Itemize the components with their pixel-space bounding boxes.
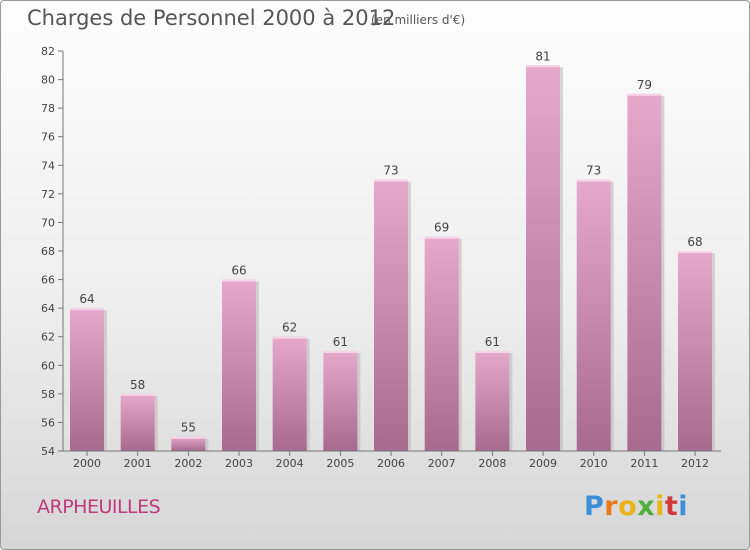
proxiti-logo[interactable]: Proxiti xyxy=(584,491,688,522)
y-tick-label: 82 xyxy=(41,45,55,58)
bar-value-label: 58 xyxy=(130,378,145,392)
bar-rect xyxy=(272,336,307,451)
chart-title: Charges de Personnel 2000 à 2012 xyxy=(27,6,396,30)
bar-2004[interactable]: 62 xyxy=(272,321,310,451)
bar-2001[interactable]: 58 xyxy=(120,378,158,451)
bar-top-highlight xyxy=(171,436,206,439)
bar-top-highlight xyxy=(70,308,104,311)
bar-value-label: 64 xyxy=(79,292,94,306)
x-tick-label: 2006 xyxy=(377,457,405,470)
y-tick-label: 78 xyxy=(41,102,55,115)
logo-letter: r xyxy=(604,491,619,522)
y-tick-label: 66 xyxy=(41,274,55,287)
logo-letter: t xyxy=(664,491,679,522)
bar-value-label: 55 xyxy=(181,421,196,435)
bar-top-highlight xyxy=(222,279,257,282)
x-tick-label: 2002 xyxy=(174,457,202,470)
y-tick-label: 54 xyxy=(41,445,55,458)
bar-rect xyxy=(323,351,358,451)
y-tick-label: 60 xyxy=(41,359,55,372)
bar-rect xyxy=(424,236,459,451)
bar-2003[interactable]: 66 xyxy=(222,264,260,451)
x-tick-label: 2001 xyxy=(124,457,152,470)
bar-2005[interactable]: 61 xyxy=(323,335,361,451)
y-tick-label: 80 xyxy=(41,74,55,87)
x-tick-label: 2012 xyxy=(681,457,709,470)
bar-value-label: 73 xyxy=(586,164,601,178)
bar-value-label: 62 xyxy=(282,321,297,335)
bars: 64 58 55 66 62 61 73 69 61 81 73 79 68 xyxy=(70,49,716,452)
y-tick-label: 64 xyxy=(41,302,55,315)
y-tick-label: 74 xyxy=(41,159,55,172)
bar-rect xyxy=(526,65,561,452)
bar-2006[interactable]: 73 xyxy=(374,164,412,452)
bar-top-highlight xyxy=(678,251,713,253)
y-tick-label: 68 xyxy=(41,245,55,258)
logo-letter: i xyxy=(678,491,689,522)
y-axis: 54 56 58 60 62 64 66 68 70 72 74 76 78 80 82 xyxy=(41,45,64,458)
y-tick-label: 76 xyxy=(41,131,55,144)
bar-top-highlight xyxy=(627,93,662,96)
bar-top-highlight xyxy=(526,65,561,68)
bar-top-highlight xyxy=(323,351,358,353)
bar-value-label: 79 xyxy=(637,78,652,92)
bar-2010[interactable]: 73 xyxy=(576,164,614,452)
bar-top-highlight xyxy=(424,236,459,239)
bar-value-label: 61 xyxy=(333,335,348,349)
bar-rect xyxy=(678,251,713,451)
bar-value-label: 81 xyxy=(535,49,550,63)
bar-top-highlight xyxy=(475,351,510,353)
bar-value-label: 68 xyxy=(687,235,702,249)
x-tick-label: 2005 xyxy=(326,457,354,470)
bar-rect xyxy=(374,179,409,452)
bar-2007[interactable]: 69 xyxy=(424,221,462,451)
bar-value-label: 69 xyxy=(434,221,449,235)
y-tick-label: 62 xyxy=(41,331,55,344)
bar-value-label: 66 xyxy=(231,264,246,278)
logo-letter: x xyxy=(637,491,656,522)
x-tick-label: 2003 xyxy=(225,457,253,470)
bar-value-label: 73 xyxy=(383,164,398,178)
bar-2008[interactable]: 61 xyxy=(475,335,513,451)
bar-top-highlight xyxy=(120,393,155,396)
bar-top-highlight xyxy=(272,336,307,339)
x-tick-label: 2009 xyxy=(529,457,557,470)
x-tick-label: 2007 xyxy=(428,457,456,470)
y-tick-label: 72 xyxy=(41,188,55,201)
bar-rect xyxy=(70,308,104,451)
bar-rect xyxy=(627,93,662,451)
x-tick-label: 2000 xyxy=(73,457,101,470)
bar-value-label: 61 xyxy=(485,335,500,349)
logo-letter: i xyxy=(655,491,665,522)
bar-rect xyxy=(222,279,257,451)
y-tick-label: 56 xyxy=(41,416,55,429)
y-tick-label: 58 xyxy=(41,388,55,401)
x-tick-label: 2010 xyxy=(580,457,608,470)
bar-top-highlight xyxy=(576,179,611,182)
bar-2011[interactable]: 79 xyxy=(627,78,665,451)
chart-subtitle: (en milliers d'€) xyxy=(371,13,466,27)
bar-2012[interactable]: 68 xyxy=(678,235,716,451)
bar-2009[interactable]: 81 xyxy=(526,49,564,452)
x-axis: 2000 2001 2002 2003 2004 2005 2006 2007 2008 2009… xyxy=(63,450,721,470)
bar-rect xyxy=(120,393,155,451)
logo-letter: o xyxy=(618,491,638,522)
x-tick-label: 2004 xyxy=(276,457,304,470)
bar-top-highlight xyxy=(374,179,409,182)
bar-rect xyxy=(475,351,510,451)
logo-letter: P xyxy=(584,491,605,522)
bar-rect xyxy=(171,436,206,451)
bar-2000[interactable]: 64 xyxy=(70,292,107,451)
x-tick-label: 2011 xyxy=(630,457,658,470)
bar-rect xyxy=(576,179,611,452)
bar-2002[interactable]: 55 xyxy=(171,421,209,451)
y-tick-label: 70 xyxy=(41,216,55,229)
place-name: ARPHEUILLES xyxy=(37,496,161,518)
x-tick-label: 2008 xyxy=(478,457,506,470)
